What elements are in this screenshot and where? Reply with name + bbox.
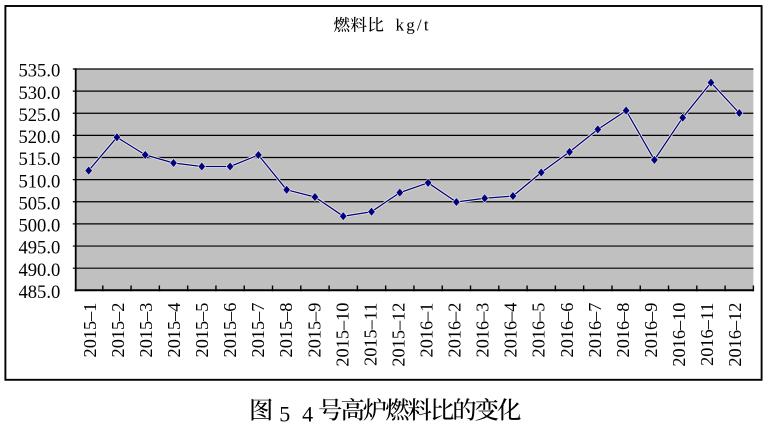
svg-text:2016–3: 2016–3 xyxy=(473,303,493,358)
svg-text:2015–10: 2015–10 xyxy=(332,303,352,367)
svg-text:2015–2: 2015–2 xyxy=(108,303,128,358)
svg-text:2016–7: 2016–7 xyxy=(585,303,605,358)
svg-text:515.0: 515.0 xyxy=(18,149,60,170)
svg-text:530.0: 530.0 xyxy=(18,83,60,104)
svg-text:500.0: 500.0 xyxy=(18,216,60,237)
svg-text:485.0: 485.0 xyxy=(18,282,60,303)
svg-text:525.0: 525.0 xyxy=(18,105,60,126)
svg-text:2015–9: 2015–9 xyxy=(304,303,324,358)
svg-text:505.0: 505.0 xyxy=(18,193,60,214)
svg-text:kg/t: kg/t xyxy=(396,16,431,35)
svg-text:5: 5 xyxy=(279,401,290,426)
svg-text:2015–12: 2015–12 xyxy=(388,303,408,367)
svg-text:2015–1: 2015–1 xyxy=(80,303,100,358)
svg-text:520.0: 520.0 xyxy=(18,127,60,148)
svg-text:490.0: 490.0 xyxy=(18,260,60,281)
svg-text:2015–5: 2015–5 xyxy=(192,303,212,358)
svg-text:4: 4 xyxy=(302,401,313,426)
svg-text:2016–2: 2016–2 xyxy=(445,303,465,358)
svg-text:2015–6: 2015–6 xyxy=(220,303,240,358)
svg-text:2015–7: 2015–7 xyxy=(248,303,268,358)
svg-text:2015–8: 2015–8 xyxy=(276,303,296,358)
svg-text:2015–4: 2015–4 xyxy=(164,303,184,358)
svg-text:2016–1: 2016–1 xyxy=(416,303,436,358)
svg-text:2016–5: 2016–5 xyxy=(529,303,549,358)
svg-text:2016–9: 2016–9 xyxy=(641,303,661,358)
svg-text:2016–11: 2016–11 xyxy=(697,303,717,366)
svg-text:2016–6: 2016–6 xyxy=(557,303,577,358)
svg-text:2016–12: 2016–12 xyxy=(725,303,745,367)
svg-text:2016–10: 2016–10 xyxy=(669,303,689,367)
svg-text:2016–4: 2016–4 xyxy=(501,303,521,358)
svg-text:495.0: 495.0 xyxy=(18,238,60,259)
svg-text:510.0: 510.0 xyxy=(18,171,60,192)
svg-text:2015–11: 2015–11 xyxy=(360,303,380,366)
svg-text:2015–3: 2015–3 xyxy=(136,303,156,358)
svg-text:535.0: 535.0 xyxy=(18,61,60,82)
svg-text:2016–8: 2016–8 xyxy=(613,303,633,358)
